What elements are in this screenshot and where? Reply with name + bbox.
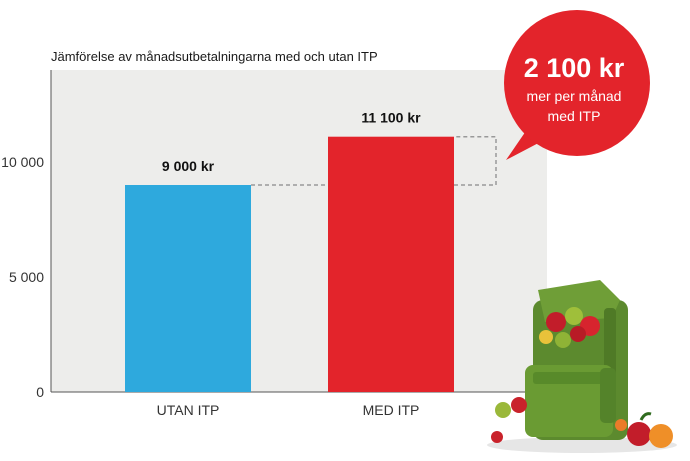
backpack-with-apples-icon [487, 280, 677, 453]
difference-bubble: 2 100 kr mer per månad med ITP [504, 10, 650, 160]
bubble-amount: 2 100 kr [524, 53, 625, 83]
bar-utan-itp [125, 185, 251, 392]
bubble-line-2: med ITP [548, 108, 601, 124]
y-tick-label: 10 000 [1, 154, 44, 170]
bar-med-itp [328, 136, 454, 392]
value-label: 9 000 kr [162, 158, 215, 174]
category-label: MED ITP [363, 402, 420, 418]
bubble-circle [504, 10, 650, 156]
bubble-line-1: mer per månad [527, 88, 622, 104]
y-ticks: 0 5 000 10 000 [1, 154, 44, 400]
category-label: UTAN ITP [157, 402, 220, 418]
y-tick-label: 0 [36, 384, 44, 400]
value-label: 11 100 kr [361, 110, 421, 126]
chart-title: Jämförelse av månadsutbetalningarna med … [51, 49, 378, 64]
y-tick-label: 5 000 [9, 269, 44, 285]
